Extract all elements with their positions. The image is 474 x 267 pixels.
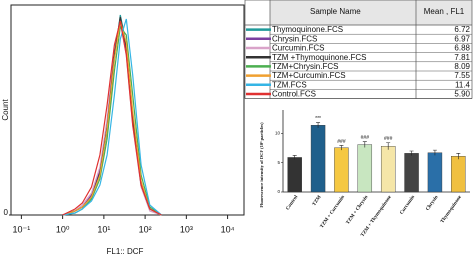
bar (334, 147, 349, 193)
table-header: Mean , FL1 (424, 7, 465, 16)
bar (404, 153, 419, 193)
x-tick-label: 10³ (180, 224, 193, 234)
error-bar (362, 141, 367, 148)
error-bar (409, 150, 414, 156)
table-header: Sample Name (310, 7, 361, 16)
error-bar (386, 142, 391, 150)
mean-value: 11.4 (455, 80, 471, 89)
x-tick-label: Curcumin (400, 195, 417, 216)
histogram-line (62, 25, 162, 216)
x-tick-label: Thymoquinone (440, 194, 463, 224)
y-axis-label: Count (1, 99, 10, 121)
histogram-line (62, 22, 162, 216)
sample-name: Chrysin.FCS (272, 34, 317, 43)
mean-value: 6.72 (454, 25, 470, 34)
significance: ### (361, 135, 370, 141)
mean-value: 5.90 (454, 90, 470, 99)
x-tick-label: 10⁰ (56, 224, 70, 234)
x-tick-label: TZM + Curcumin (320, 195, 346, 230)
sample-name: Curcumin.FCS (272, 44, 324, 53)
y-tick-label: 0 (4, 208, 9, 217)
y-tick-label: 5 (277, 160, 280, 165)
bar (380, 146, 396, 193)
sample-name: TZM+Curcumin.FCS (272, 71, 346, 80)
x-tick-label: 10⁴ (221, 224, 235, 234)
sample-name: TZM+Chrysin.FCS (272, 62, 338, 71)
mean-value: 6.97 (454, 34, 470, 43)
sample-name: TZM.FCS (272, 80, 307, 89)
sample-name: TZM +Thymoquinone.FCS (272, 53, 366, 62)
mean-value: 6.88 (454, 44, 470, 53)
bar (357, 144, 373, 193)
x-tick-label: Control (286, 194, 300, 211)
bar (451, 156, 466, 193)
x-axis-label: FL1:: DCF (107, 247, 144, 256)
error-bar (292, 155, 297, 160)
y-tick-label: 0 (277, 189, 280, 194)
mean-value: 7.81 (454, 53, 470, 62)
histogram-line (62, 20, 162, 216)
error-bar (456, 153, 461, 160)
y-axis-label: Fluorescence intensity of DCF (10³ parti… (259, 122, 264, 208)
mean-value: 7.55 (454, 71, 470, 80)
bar (287, 157, 302, 193)
sample-name: Thymoquinone.FCS (272, 25, 343, 34)
x-tick-label: TZM (312, 195, 323, 207)
significance: ### (337, 139, 346, 145)
significance: ### (384, 136, 393, 142)
x-tick-label: 10² (139, 224, 152, 234)
error-bar (339, 145, 344, 151)
bar (310, 125, 326, 193)
error-bar (316, 122, 321, 128)
x-tick-label: 10⁻¹ (13, 224, 31, 234)
x-tick-label: TZM + Chrysin (346, 195, 370, 226)
error-bar (432, 149, 437, 156)
x-tick-label: Chrysin (426, 195, 440, 212)
histogram-line (62, 18, 162, 216)
histogram-frame (10, 4, 245, 216)
sample-name: Control.FCS (272, 90, 316, 99)
mean-value: 8.09 (454, 62, 470, 71)
significance: *** (315, 116, 321, 122)
bar (427, 152, 443, 193)
table-header-bg (270, 0, 472, 25)
x-tick-label: 10¹ (97, 224, 110, 234)
y-tick-label: 10 (275, 131, 281, 136)
